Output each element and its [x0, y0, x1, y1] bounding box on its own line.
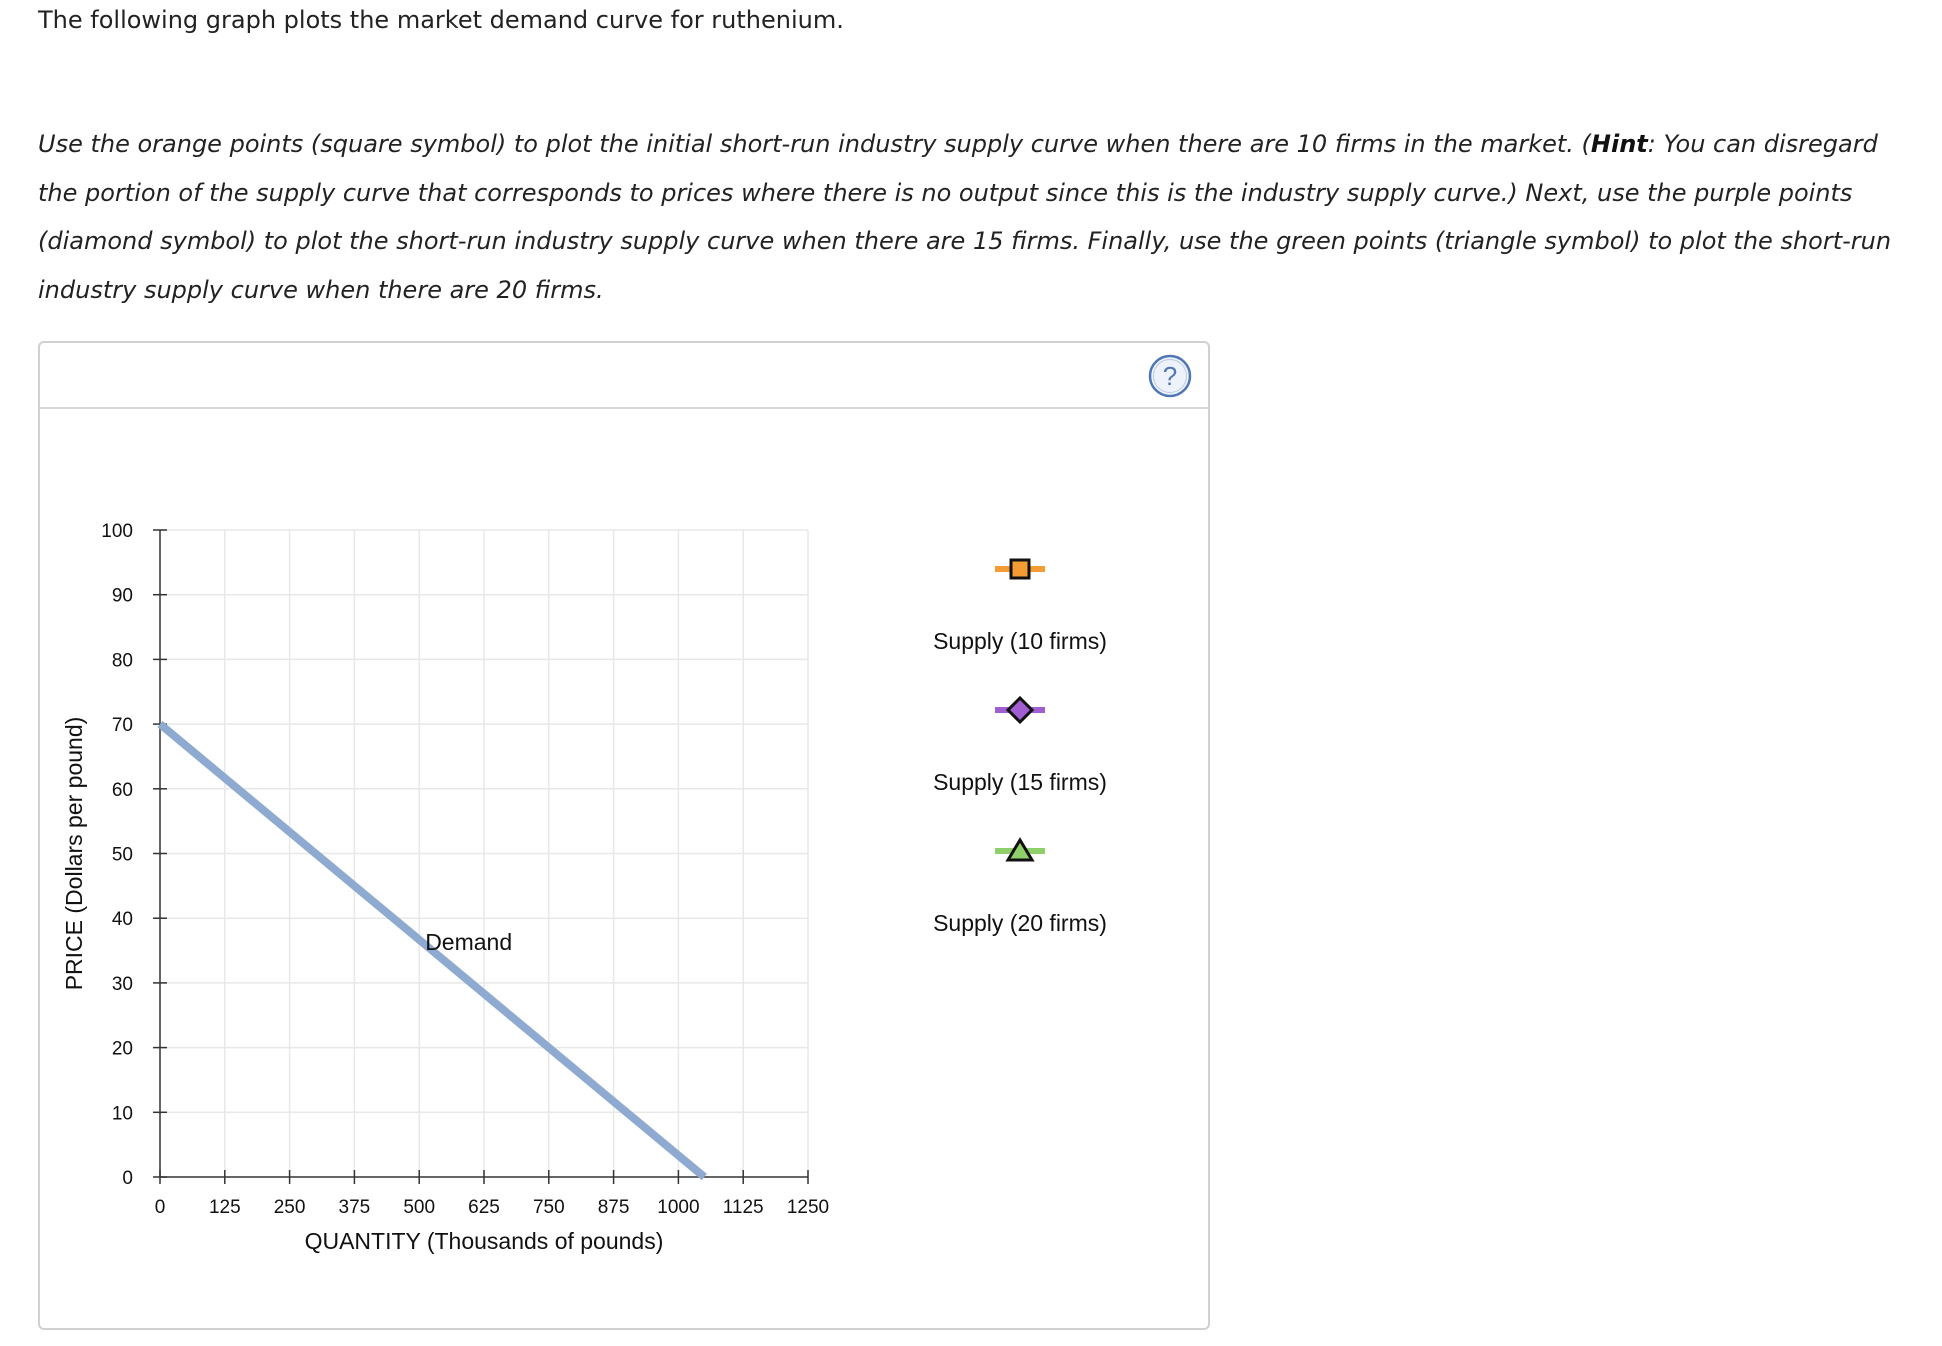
instructions-part-1: Use the orange points (square symbol) to… — [38, 130, 1591, 158]
y-tick-label: 70 — [112, 715, 133, 736]
x-tick-label: 125 — [209, 1197, 241, 1218]
instructions-part-2: : You can disregard the portion of the s… — [38, 130, 1892, 304]
graph-panel: ? 0 10 20 30 40 50 60 70 80 90 100 0 125 250 375 500 625… — [38, 341, 1210, 1330]
x-tick-label: 1000 — [657, 1197, 699, 1218]
graph-panel-header — [40, 343, 1208, 409]
x-tick-label: 750 — [533, 1197, 565, 1218]
x-tick-label: 625 — [468, 1197, 500, 1218]
demand-curve[interactable] — [157, 721, 707, 1181]
y-tick-label: 10 — [112, 1103, 133, 1124]
instructions-text: Use the orange points (square symbol) to… — [38, 120, 1908, 314]
supply-20-firms-legend-label: Supply (20 firms) — [933, 910, 1107, 936]
x-tick-label: 250 — [274, 1197, 306, 1218]
supply-10-firms-legend-label: Supply (10 firms) — [933, 628, 1107, 654]
x-tick-label: 875 — [598, 1197, 630, 1218]
x-tick-label: 0 — [155, 1197, 166, 1218]
y-tick-label: 60 — [112, 780, 133, 801]
supply-15-firms-legend-label: Supply (15 firms) — [933, 769, 1107, 795]
x-axis-label: QUANTITY (Thousands of pounds) — [305, 1228, 664, 1254]
y-tick-label: 50 — [112, 845, 133, 866]
question-mark-icon[interactable]: ? — [1148, 354, 1192, 398]
intro-text: The following graph plots the market dem… — [38, 6, 844, 34]
x-tick-label: 375 — [339, 1197, 371, 1218]
y-tick-label: 100 — [101, 521, 133, 542]
x-tick-label: 1250 — [787, 1197, 829, 1218]
hint-label: Hint — [1590, 130, 1648, 158]
demand-label: Demand — [425, 929, 512, 955]
y-tick-label: 40 — [112, 909, 133, 930]
supply-15-firms-diamond-marker[interactable] — [1005, 695, 1035, 725]
y-tick-label: 0 — [122, 1168, 133, 1189]
supply-20-firms-triangle-marker[interactable] — [1005, 837, 1035, 862]
y-tick-label: 80 — [112, 650, 133, 671]
supply-10-firms-square-marker[interactable] — [1009, 558, 1031, 580]
y-tick-label: 20 — [112, 1039, 133, 1060]
y-axis-label: PRICE (Dollars per pound) — [61, 717, 87, 991]
y-tick-label: 90 — [112, 586, 133, 607]
y-tick-label: 30 — [112, 974, 133, 995]
x-tick-label: 1125 — [723, 1197, 764, 1218]
svg-text:?: ? — [1163, 361, 1177, 391]
x-tick-label: 500 — [403, 1197, 435, 1218]
